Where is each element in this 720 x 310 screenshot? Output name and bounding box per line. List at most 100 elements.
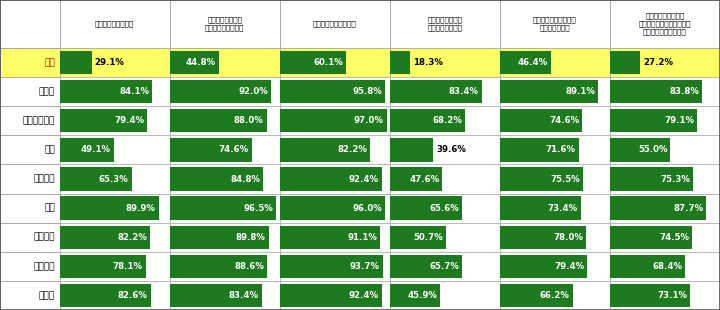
- Bar: [390, 106, 500, 135]
- Bar: [390, 226, 446, 249]
- Bar: [170, 284, 261, 307]
- Text: 74.6%: 74.6%: [549, 116, 579, 125]
- Text: 29.1%: 29.1%: [95, 58, 125, 67]
- Bar: [390, 0, 500, 48]
- Bar: [170, 0, 280, 48]
- Bar: [500, 109, 582, 132]
- Text: 89.8%: 89.8%: [235, 233, 266, 242]
- Bar: [610, 106, 720, 135]
- Text: 18.3%: 18.3%: [413, 58, 443, 67]
- Bar: [390, 77, 500, 106]
- Text: 88.0%: 88.0%: [234, 116, 264, 125]
- Bar: [280, 281, 390, 310]
- Bar: [390, 252, 500, 281]
- Bar: [610, 77, 720, 106]
- Bar: [610, 138, 670, 162]
- Text: 46.4%: 46.4%: [518, 58, 548, 67]
- Text: 84.8%: 84.8%: [230, 175, 260, 184]
- Text: 87.7%: 87.7%: [673, 204, 703, 213]
- Text: 82.6%: 82.6%: [118, 291, 148, 300]
- Bar: [610, 255, 685, 278]
- Text: 49.1%: 49.1%: [81, 145, 111, 154]
- Bar: [60, 193, 170, 223]
- Bar: [610, 281, 720, 310]
- Text: 97.0%: 97.0%: [354, 116, 384, 125]
- Bar: [500, 226, 586, 249]
- Bar: [500, 138, 579, 162]
- Bar: [500, 281, 610, 310]
- Bar: [610, 165, 720, 193]
- Bar: [610, 80, 702, 103]
- Text: 78.1%: 78.1%: [113, 262, 143, 271]
- Text: 39.6%: 39.6%: [436, 145, 467, 154]
- Bar: [60, 165, 170, 193]
- Text: 73.1%: 73.1%: [657, 291, 688, 300]
- Bar: [390, 51, 410, 74]
- Text: 44.8%: 44.8%: [186, 58, 216, 67]
- Bar: [0, 0, 60, 48]
- Bar: [0, 193, 60, 223]
- Text: 82.2%: 82.2%: [338, 145, 367, 154]
- Bar: [390, 80, 482, 103]
- Bar: [500, 0, 610, 48]
- Text: ドイツ: ドイツ: [39, 291, 55, 300]
- Bar: [390, 281, 500, 310]
- Text: 96.5%: 96.5%: [243, 204, 273, 213]
- Text: 74.6%: 74.6%: [219, 145, 249, 154]
- Bar: [60, 281, 170, 310]
- Bar: [500, 165, 610, 193]
- Bar: [610, 0, 720, 48]
- Bar: [500, 197, 581, 220]
- Bar: [170, 193, 280, 223]
- Bar: [170, 197, 276, 220]
- Text: 自分を大人だと思う: 自分を大人だと思う: [95, 21, 135, 27]
- Bar: [60, 252, 170, 281]
- Bar: [280, 223, 390, 252]
- Text: 83.8%: 83.8%: [670, 87, 699, 96]
- Text: 50.7%: 50.7%: [413, 233, 443, 242]
- Bar: [170, 77, 280, 106]
- Text: 79.4%: 79.4%: [114, 116, 144, 125]
- Bar: [0, 48, 60, 77]
- Bar: [60, 223, 170, 252]
- Bar: [0, 165, 60, 193]
- Bar: [610, 193, 720, 223]
- Bar: [610, 48, 720, 77]
- Text: 社会議題について、
家族や友人など周りの人と
積極的に議論している: 社会議題について、 家族や友人など周りの人と 積極的に議論している: [639, 13, 691, 35]
- Bar: [0, 106, 60, 135]
- Bar: [170, 51, 219, 74]
- Bar: [390, 193, 500, 223]
- Bar: [390, 255, 462, 278]
- Bar: [170, 281, 280, 310]
- Bar: [280, 193, 390, 223]
- Bar: [390, 197, 462, 220]
- Bar: [610, 167, 693, 191]
- Text: 82.2%: 82.2%: [117, 233, 147, 242]
- Text: 79.4%: 79.4%: [554, 262, 585, 271]
- Text: 55.0%: 55.0%: [638, 145, 667, 154]
- Bar: [500, 255, 588, 278]
- Bar: [60, 135, 170, 165]
- Text: 83.4%: 83.4%: [228, 291, 258, 300]
- Bar: [60, 0, 170, 48]
- Bar: [170, 223, 280, 252]
- Bar: [280, 167, 382, 191]
- Bar: [60, 167, 132, 191]
- Bar: [60, 48, 170, 77]
- Text: 92.4%: 92.4%: [348, 291, 379, 300]
- Bar: [500, 77, 610, 106]
- Bar: [170, 135, 280, 165]
- Bar: [280, 252, 390, 281]
- Bar: [390, 167, 442, 191]
- Bar: [610, 252, 720, 281]
- Text: 日本: 日本: [44, 58, 55, 67]
- Text: アメリカ: アメリカ: [33, 262, 55, 271]
- Bar: [0, 223, 60, 252]
- Bar: [280, 165, 390, 193]
- Bar: [500, 106, 610, 135]
- Text: 韓国: 韓国: [44, 145, 55, 154]
- Bar: [500, 252, 610, 281]
- Text: 89.1%: 89.1%: [565, 87, 595, 96]
- Bar: [280, 109, 387, 132]
- Text: 93.7%: 93.7%: [350, 262, 380, 271]
